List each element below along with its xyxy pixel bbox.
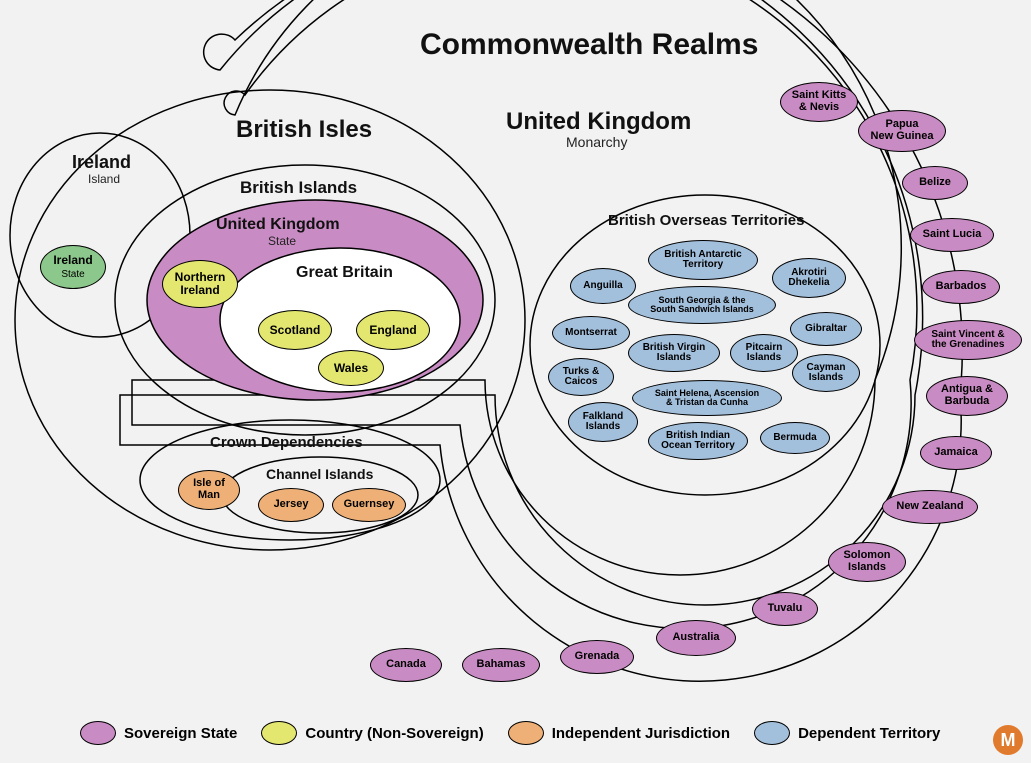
title-uk-monarchy: United Kingdom (506, 108, 691, 136)
pill-antigua: Antigua &Barbuda (926, 376, 1008, 416)
pill-canada: Canada (370, 648, 442, 682)
pill-belize: Belize (902, 166, 968, 200)
pill-bahamas: Bahamas (462, 648, 540, 682)
pill-gibraltar: Gibraltar (790, 312, 862, 346)
pill-nz: New Zealand (882, 490, 978, 524)
pill-shelena: Saint Helena, Ascension& Tristan da Cunh… (632, 380, 782, 416)
title-ireland-island: Ireland (72, 152, 131, 173)
pill-falkland: FalklandIslands (568, 402, 638, 442)
title-great-britain: Great Britain (296, 264, 393, 282)
pill-slucia: Saint Lucia (910, 218, 994, 252)
pill-akrotiri: AkrotiriDhekelia (772, 258, 846, 298)
title-channel-islands: Channel Islands (266, 466, 373, 482)
legend-swatch-dependent (754, 721, 790, 745)
legend-label-sovereign: Sovereign State (124, 725, 237, 742)
title-british-islands: British Islands (240, 178, 357, 198)
pill-solomon: SolomonIslands (828, 542, 906, 582)
pill-ireland_state: IrelandState (40, 245, 106, 289)
pill-bermuda: Bermuda (760, 422, 830, 454)
legend-label-country: Country (Non-Sovereign) (305, 725, 483, 742)
pill-guernsey: Guernsey (332, 488, 406, 522)
pill-svg: Saint Vincent &the Grenadines (914, 320, 1022, 360)
pill-anguilla: Anguilla (570, 268, 636, 304)
subtitle-uk-monarchy: Monarchy (566, 134, 627, 150)
pill-scotland: Scotland (258, 310, 332, 350)
legend: Sovereign State Country (Non-Sovereign) … (80, 721, 940, 745)
pill-bvi: British VirginIslands (628, 334, 720, 372)
pill-wales: Wales (318, 350, 384, 386)
pill-jamaica: Jamaica (920, 436, 992, 470)
pill-grenada: Grenada (560, 640, 634, 674)
pill-australia: Australia (656, 620, 736, 656)
legend-country: Country (Non-Sovereign) (261, 721, 483, 745)
legend-sovereign: Sovereign State (80, 721, 237, 745)
legend-swatch-jurisdiction (508, 721, 544, 745)
legend-jurisdiction: Independent Jurisdiction (508, 721, 730, 745)
pill-png: PapuaNew Guinea (858, 110, 946, 152)
legend-label-jurisdiction: Independent Jurisdiction (552, 725, 730, 742)
title-uk-state: United Kingdom (216, 216, 340, 234)
title-bot: British Overseas Territories (608, 212, 804, 229)
pill-cayman: CaymanIslands (792, 354, 860, 392)
pill-jersey: Jersey (258, 488, 324, 522)
legend-label-dependent: Dependent Territory (798, 725, 940, 742)
subtitle-ireland-island: Island (88, 172, 120, 186)
badge-m: M (993, 725, 1023, 755)
title-british-isles: British Isles (236, 116, 372, 144)
pill-pitcairn: PitcairnIslands (730, 334, 798, 372)
title-crown-dep: Crown Dependencies (210, 434, 363, 451)
pill-biot: British IndianOcean Territory (648, 422, 748, 460)
legend-swatch-sovereign (80, 721, 116, 745)
title-commonwealth: Commonwealth Realms (420, 28, 758, 62)
pill-tuvalu: Tuvalu (752, 592, 818, 626)
pill-england: England (356, 310, 430, 350)
pill-skn: Saint Kitts& Nevis (780, 82, 858, 122)
pill-bat: British AntarcticTerritory (648, 240, 758, 280)
legend-dependent: Dependent Territory (754, 721, 940, 745)
legend-swatch-country (261, 721, 297, 745)
pill-turks: Turks &Caicos (548, 358, 614, 396)
pill-isle_of_man: Isle ofMan (178, 470, 240, 510)
pill-montserrat: Montserrat (552, 316, 630, 350)
pill-sgeorgia: South Georgia & theSouth Sandwich Island… (628, 286, 776, 324)
subtitle-uk-state: State (268, 234, 296, 248)
pill-barbados: Barbados (922, 270, 1000, 304)
pill-northern_ireland: NorthernIreland (162, 260, 238, 308)
diagram-root: Commonwealth Realms United Kingdom Monar… (0, 0, 1031, 763)
